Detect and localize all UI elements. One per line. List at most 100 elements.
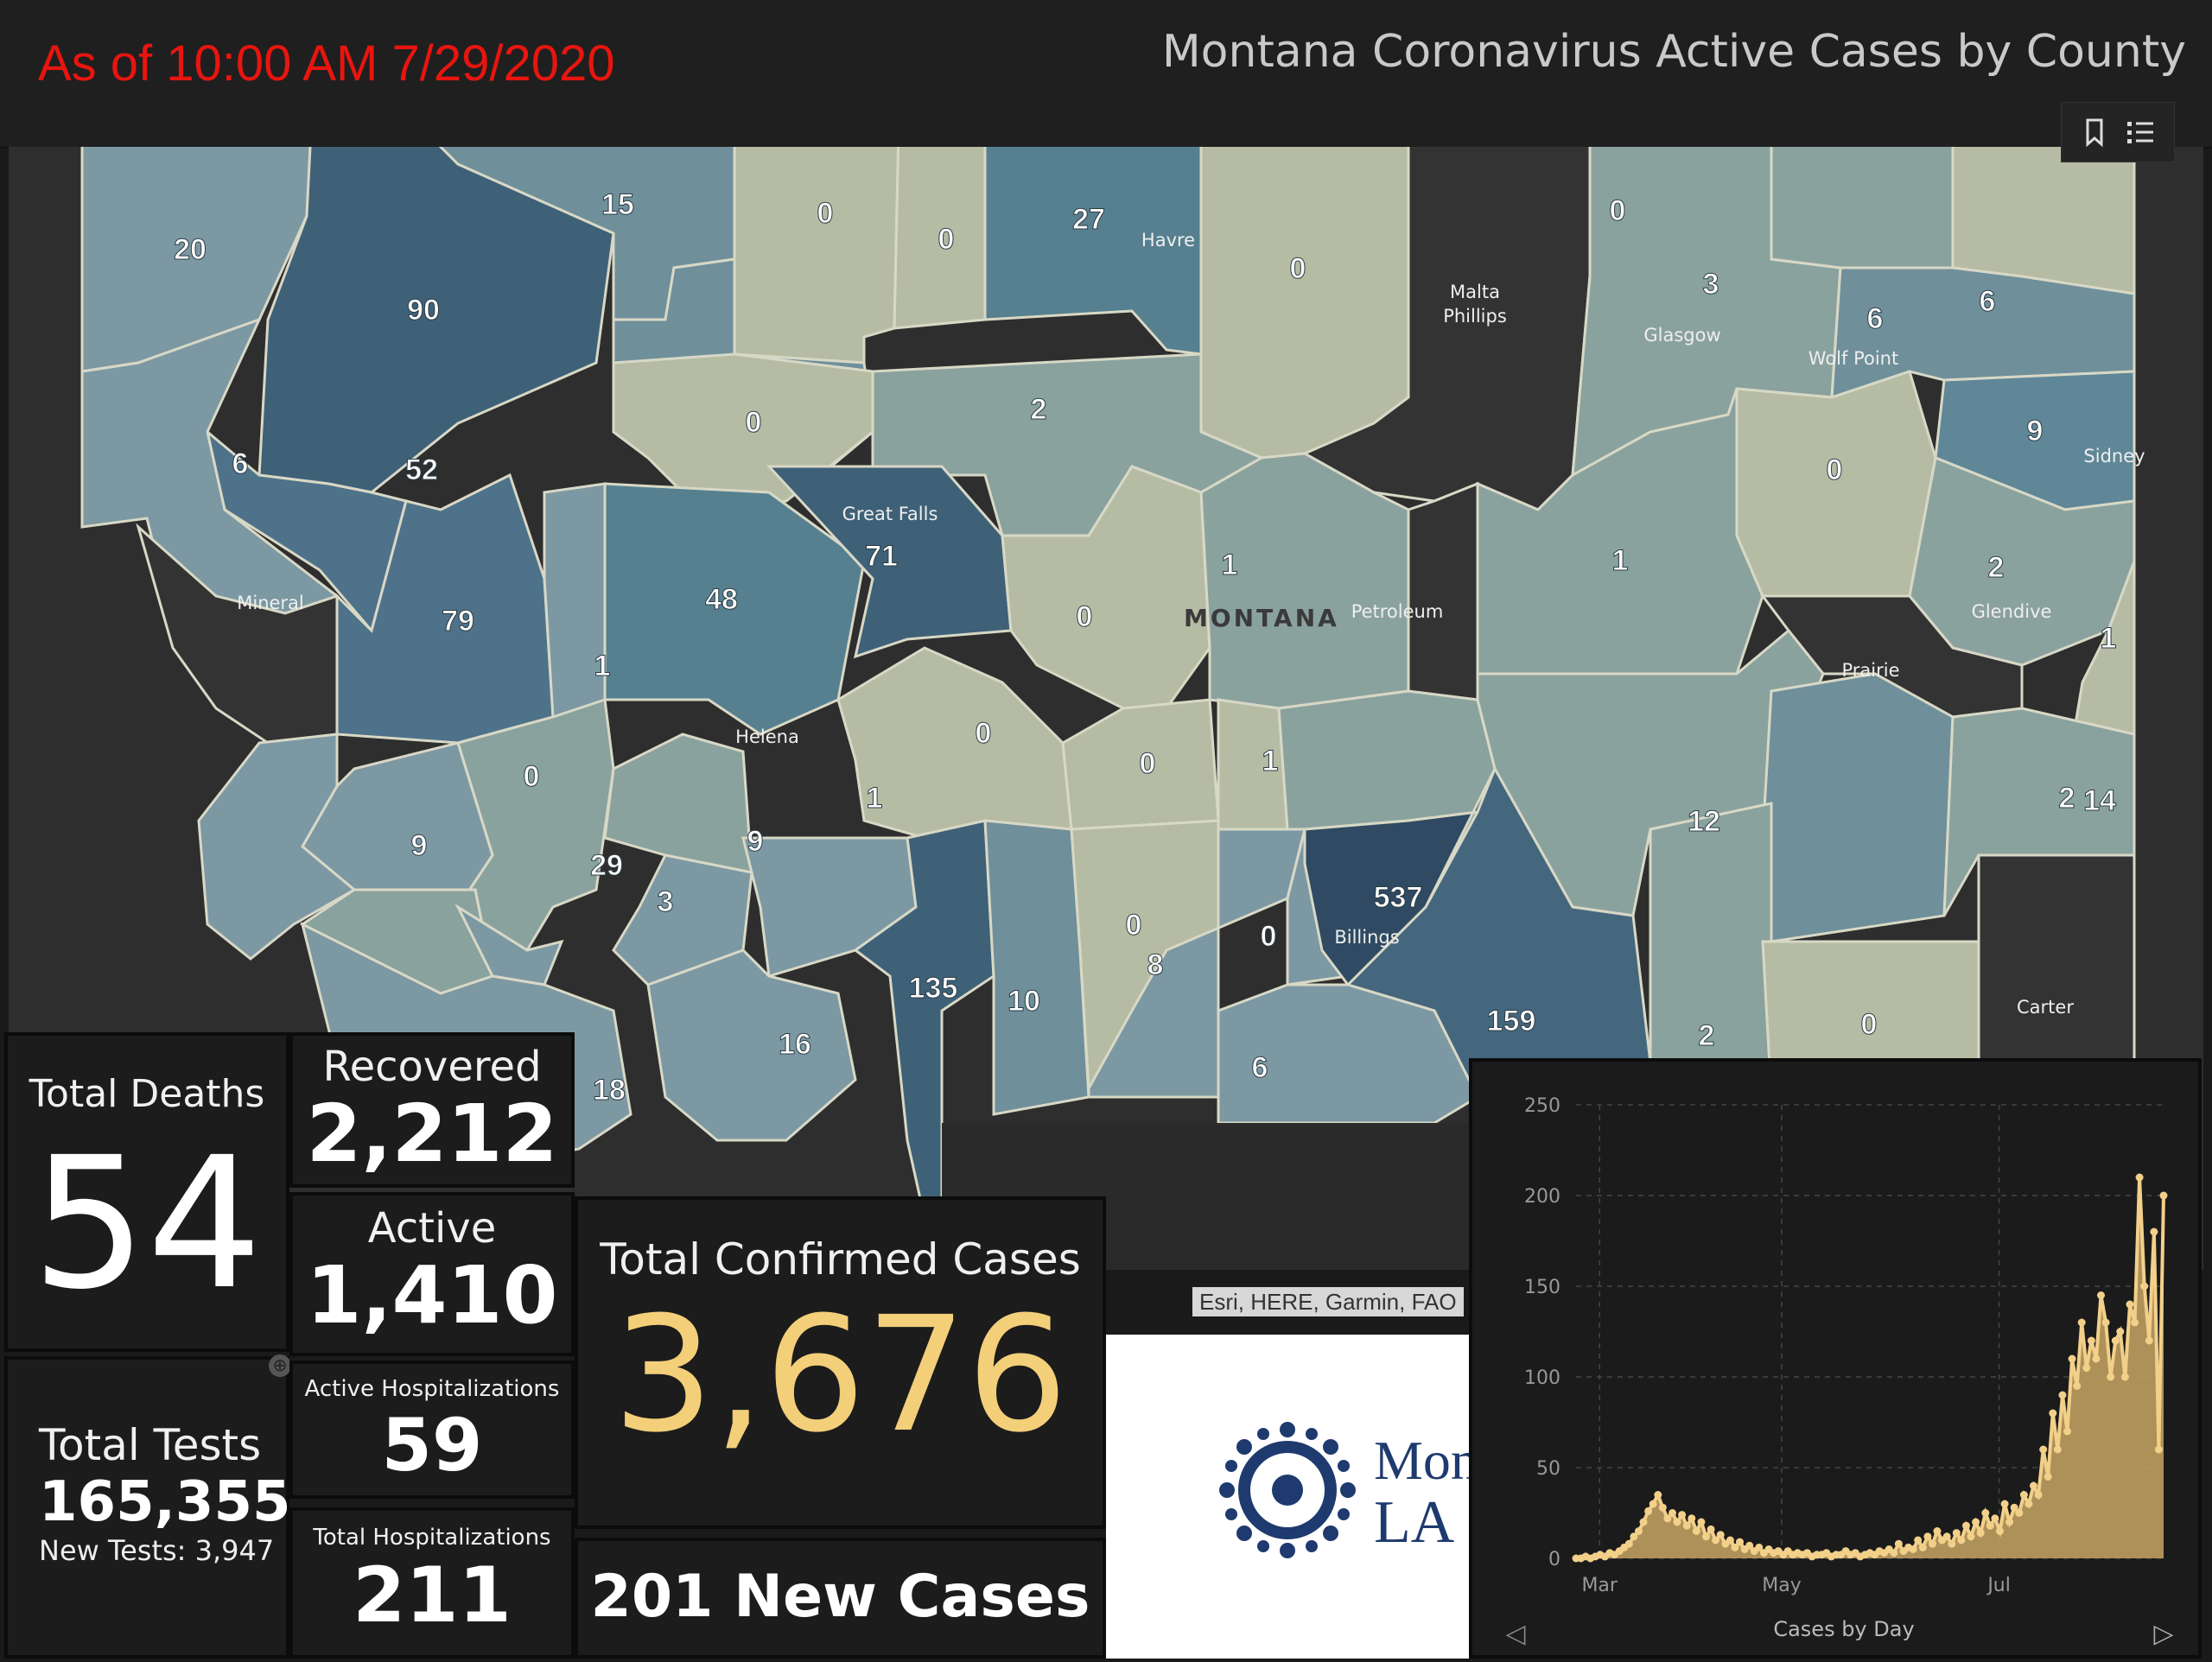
chart-data-point[interactable] bbox=[2135, 1173, 2144, 1182]
expand-icon[interactable]: ⊕ bbox=[269, 1354, 291, 1377]
chart-data-point[interactable] bbox=[1673, 1518, 1681, 1526]
chart-data-point[interactable] bbox=[2039, 1445, 2048, 1454]
chart-data-point[interactable] bbox=[1654, 1491, 1662, 1499]
chart-data-point[interactable] bbox=[2140, 1282, 2149, 1291]
county-shape[interactable] bbox=[335, 473, 555, 745]
chart-data-point[interactable] bbox=[1630, 1532, 1638, 1541]
chart-data-point[interactable] bbox=[2049, 1409, 2057, 1418]
chart-data-point[interactable] bbox=[1967, 1532, 1975, 1541]
chart-data-point[interactable] bbox=[2053, 1445, 2062, 1454]
chart-data-point[interactable] bbox=[2154, 1445, 2163, 1454]
chart-data-point[interactable] bbox=[1942, 1532, 1951, 1541]
chart-data-point[interactable] bbox=[1639, 1518, 1648, 1526]
chart-data-point[interactable] bbox=[2101, 1318, 2110, 1327]
chart-data-point[interactable] bbox=[1981, 1509, 1990, 1517]
chart-data-point[interactable] bbox=[1669, 1509, 1676, 1517]
chart-data-point[interactable] bbox=[2150, 1227, 2158, 1236]
county-shape[interactable] bbox=[1761, 672, 1955, 943]
chart-data-point[interactable] bbox=[1649, 1500, 1657, 1508]
county-shape[interactable] bbox=[766, 465, 1013, 659]
chart-data-point[interactable] bbox=[2044, 1473, 2052, 1481]
chart-prev-button[interactable]: ◁ bbox=[1505, 1620, 1525, 1648]
county-shape[interactable] bbox=[646, 948, 857, 1142]
county-shape[interactable] bbox=[1277, 689, 1497, 831]
chart-data-point[interactable] bbox=[1909, 1545, 1917, 1553]
county-shape[interactable] bbox=[1770, 147, 1955, 270]
county-shape[interactable] bbox=[733, 147, 900, 365]
county-shape[interactable] bbox=[1649, 802, 1773, 1099]
chart-data-point[interactable] bbox=[1624, 1539, 1633, 1548]
county-shape[interactable] bbox=[454, 903, 564, 986]
county-shape[interactable] bbox=[983, 147, 1203, 356]
bookmark-icon[interactable] bbox=[2077, 115, 2112, 149]
chart-data-point[interactable] bbox=[2024, 1500, 2033, 1508]
chart-data-point[interactable] bbox=[1707, 1525, 1715, 1533]
county-shape[interactable] bbox=[1407, 481, 1479, 701]
chart-data-point[interactable] bbox=[1991, 1514, 1999, 1523]
chart-data-point[interactable] bbox=[1918, 1543, 1927, 1551]
county-shape[interactable] bbox=[197, 733, 357, 961]
chart-data-point[interactable] bbox=[1745, 1541, 1754, 1550]
chart-data-point[interactable] bbox=[2131, 1318, 2139, 1327]
chart-data-point[interactable] bbox=[2005, 1518, 2014, 1526]
chart-data-point[interactable] bbox=[1635, 1527, 1643, 1535]
chart-data-point[interactable] bbox=[1712, 1536, 1720, 1545]
chart-data-point[interactable] bbox=[1952, 1529, 1961, 1538]
chart-data-point[interactable] bbox=[2063, 1427, 2071, 1436]
chart-data-point[interactable] bbox=[1976, 1529, 1985, 1538]
chart-data-point[interactable] bbox=[2010, 1503, 2018, 1512]
chart-data-point[interactable] bbox=[1929, 1539, 1936, 1548]
chart-data-point[interactable] bbox=[2068, 1354, 2076, 1363]
chart-data-point[interactable] bbox=[2107, 1373, 2115, 1381]
chart-data-point[interactable] bbox=[2077, 1318, 2086, 1327]
chart-data-point[interactable] bbox=[1957, 1536, 1966, 1545]
chart-data-point[interactable] bbox=[1658, 1503, 1667, 1512]
chart-data-point[interactable] bbox=[1688, 1514, 1696, 1523]
chart-data-point[interactable] bbox=[1702, 1532, 1710, 1541]
chart-data-point[interactable] bbox=[1682, 1521, 1691, 1530]
chart-data-point[interactable] bbox=[1716, 1531, 1725, 1539]
county-shape[interactable] bbox=[1001, 465, 1211, 710]
chart-data-point[interactable] bbox=[1890, 1549, 1898, 1557]
county-shape[interactable] bbox=[1199, 147, 1410, 460]
chart-data-point[interactable] bbox=[1736, 1538, 1744, 1546]
chart-data-point[interactable] bbox=[1692, 1527, 1700, 1535]
chart-data-point[interactable] bbox=[2034, 1491, 2043, 1499]
chart-data-point[interactable] bbox=[1731, 1543, 1739, 1551]
chart-data-point[interactable] bbox=[1972, 1518, 1980, 1526]
chart-data-point[interactable] bbox=[1996, 1527, 2004, 1535]
chart-data-point[interactable] bbox=[1678, 1511, 1687, 1519]
chart-data-point[interactable] bbox=[1663, 1514, 1672, 1523]
chart-next-button[interactable]: ▷ bbox=[2153, 1620, 2173, 1648]
county-shape[interactable] bbox=[1061, 698, 1220, 831]
chart-data-point[interactable] bbox=[2145, 1336, 2153, 1345]
chart-data-point[interactable] bbox=[1962, 1521, 1970, 1530]
chart-data-point[interactable] bbox=[1933, 1527, 1942, 1535]
chart-data-point[interactable] bbox=[2015, 1509, 2024, 1517]
chart-data-point[interactable] bbox=[1697, 1518, 1706, 1526]
chart-data-point[interactable] bbox=[2019, 1491, 2028, 1499]
chart-data-point[interactable] bbox=[2116, 1328, 2125, 1335]
chart-data-point[interactable] bbox=[2159, 1191, 2168, 1200]
chart-data-point[interactable] bbox=[1948, 1539, 1956, 1548]
chart-data-point[interactable] bbox=[2030, 1481, 2037, 1490]
chart-data-point[interactable] bbox=[2000, 1500, 2009, 1508]
chart-data-point[interactable] bbox=[2073, 1382, 2082, 1390]
chart-data-point[interactable] bbox=[1914, 1536, 1923, 1545]
chart-data-point[interactable] bbox=[2120, 1373, 2129, 1381]
chart-data-point[interactable] bbox=[2111, 1336, 2120, 1345]
county-shape[interactable] bbox=[603, 482, 866, 736]
list-icon[interactable] bbox=[2124, 115, 2158, 149]
chart-data-point[interactable] bbox=[1923, 1532, 1932, 1541]
chart-data-point[interactable] bbox=[2087, 1336, 2095, 1345]
chart-data-point[interactable] bbox=[1644, 1507, 1653, 1515]
chart-data-point[interactable] bbox=[1726, 1536, 1734, 1545]
chart-data-point[interactable] bbox=[2097, 1291, 2105, 1299]
chart-data-point[interactable] bbox=[1755, 1543, 1764, 1551]
chart-data-point[interactable] bbox=[1894, 1539, 1903, 1548]
chart-data-point[interactable] bbox=[1986, 1521, 1994, 1530]
chart-data-point[interactable] bbox=[2058, 1391, 2067, 1399]
chart-data-point[interactable] bbox=[2126, 1300, 2134, 1309]
chart-data-point[interactable] bbox=[2082, 1364, 2091, 1372]
chart-data-point[interactable] bbox=[2092, 1354, 2101, 1363]
